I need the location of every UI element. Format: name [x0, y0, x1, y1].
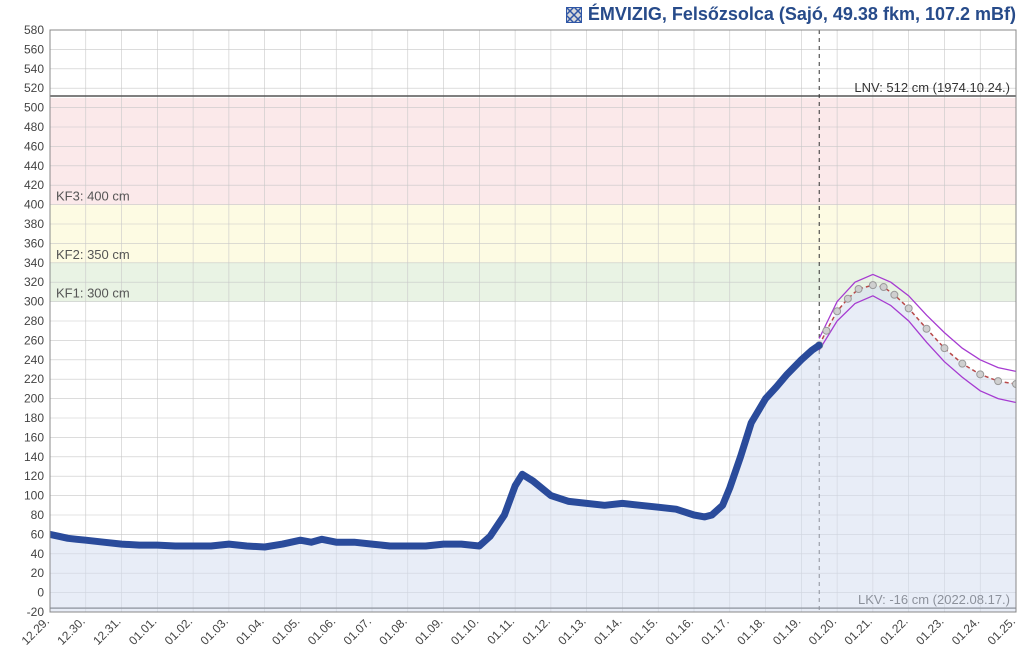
forecast-marker	[855, 285, 862, 292]
x-tick-label: 01.25.	[985, 614, 1018, 647]
y-tick-label: 480	[24, 120, 44, 134]
forecast-marker	[923, 325, 930, 332]
y-tick-label: 320	[24, 275, 44, 289]
x-tick-label: 01.11.	[484, 614, 517, 647]
forecast-marker	[844, 295, 851, 302]
y-tick-label: 140	[24, 450, 44, 464]
x-tick-label: 01.05.	[269, 614, 302, 647]
x-tick-label: 01.08.	[376, 614, 409, 647]
x-tick-label: 01.13.	[555, 614, 588, 647]
y-tick-label: 580	[24, 23, 44, 37]
forecast-marker	[977, 371, 984, 378]
y-tick-label: 420	[24, 178, 44, 192]
x-tick-label: 01.20.	[806, 614, 839, 647]
forecast-marker	[891, 291, 898, 298]
x-tick-label: 12.30.	[54, 614, 87, 647]
forecast-marker	[869, 282, 876, 289]
y-tick-label: 180	[24, 411, 44, 425]
x-tick-label: 01.21.	[842, 614, 875, 647]
y-tick-label: 80	[31, 508, 45, 522]
x-tick-label: 01.14.	[591, 614, 624, 647]
y-tick-label: 60	[31, 527, 45, 541]
x-tick-label: 01.17.	[698, 614, 731, 647]
forecast-marker	[880, 284, 887, 291]
x-tick-label: 12.31.	[90, 614, 123, 647]
y-tick-label: 20	[31, 566, 45, 580]
y-tick-label: 560	[24, 42, 44, 56]
threshold-bands	[50, 98, 1016, 302]
y-tick-label: 440	[24, 159, 44, 173]
x-tick-label: 01.09.	[412, 614, 445, 647]
y-tick-label: 160	[24, 430, 44, 444]
y-tick-label: 200	[24, 392, 44, 406]
band-label-KF3: KF3: 400 cm	[56, 189, 130, 204]
chart-title: ÉMVIZIG, Felsőzsolca (Sajó, 49.38 fkm, 1…	[566, 4, 1016, 25]
x-tick-label: 01.24.	[949, 614, 982, 647]
y-tick-label: 0	[37, 586, 44, 600]
x-tick-label: 01.06.	[305, 614, 338, 647]
chart-title-text: ÉMVIZIG, Felsőzsolca (Sajó, 49.38 fkm, 1…	[588, 4, 1016, 25]
y-tick-label: 240	[24, 353, 44, 367]
y-tick-label: 40	[31, 547, 45, 561]
y-tick-label: 380	[24, 217, 44, 231]
x-tick-label: 01.03.	[198, 614, 231, 647]
x-tick-label: 12.29.	[19, 614, 52, 647]
y-tick-label: 340	[24, 256, 44, 270]
band-KF3	[50, 98, 1016, 205]
x-tick-label: 01.18.	[734, 614, 767, 647]
y-tick-label: 300	[24, 295, 44, 309]
y-tick-label: 260	[24, 333, 44, 347]
x-tick-label: 01.01.	[126, 614, 159, 647]
y-tick-label: 100	[24, 489, 44, 503]
band-label-KF1: KF1: 300 cm	[56, 286, 130, 301]
x-tick-label: 01.07.	[341, 614, 374, 647]
forecast-marker	[834, 308, 841, 315]
x-tick-label: 01.23.	[913, 614, 946, 647]
y-tick-label: 500	[24, 101, 44, 115]
y-tick-label: 280	[24, 314, 44, 328]
x-tick-label: 01.19.	[770, 614, 803, 647]
x-tick-label: 01.16.	[663, 614, 696, 647]
x-tick-label: 01.10.	[448, 614, 481, 647]
x-tick-label: 01.22.	[877, 614, 910, 647]
x-tick-label: 01.04.	[233, 614, 266, 647]
y-tick-label: 460	[24, 139, 44, 153]
y-tick-label: 120	[24, 469, 44, 483]
pattern-diamond-icon	[566, 7, 582, 23]
y-tick-label: 540	[24, 62, 44, 76]
forecast-marker	[905, 305, 912, 312]
x-tick-label: 01.12.	[520, 614, 553, 647]
forecast-marker	[823, 327, 830, 334]
y-tick-label: 400	[24, 198, 44, 212]
forecast-marker	[959, 360, 966, 367]
x-tick-label: 01.15.	[627, 614, 660, 647]
band-KF2	[50, 205, 1016, 263]
forecast-marker	[941, 345, 948, 352]
band-label-KF2: KF2: 350 cm	[56, 247, 130, 262]
water-level-chart: -200204060801001201401601802002202402602…	[0, 0, 1024, 665]
forecast-marker	[995, 378, 1002, 385]
y-tick-label: 520	[24, 81, 44, 95]
y-tick-label: 220	[24, 372, 44, 386]
y-tick-label: 360	[24, 236, 44, 250]
x-tick-label: 01.02.	[162, 614, 195, 647]
hline-label-LNV: LNV: 512 cm (1974.10.24.)	[854, 80, 1010, 95]
